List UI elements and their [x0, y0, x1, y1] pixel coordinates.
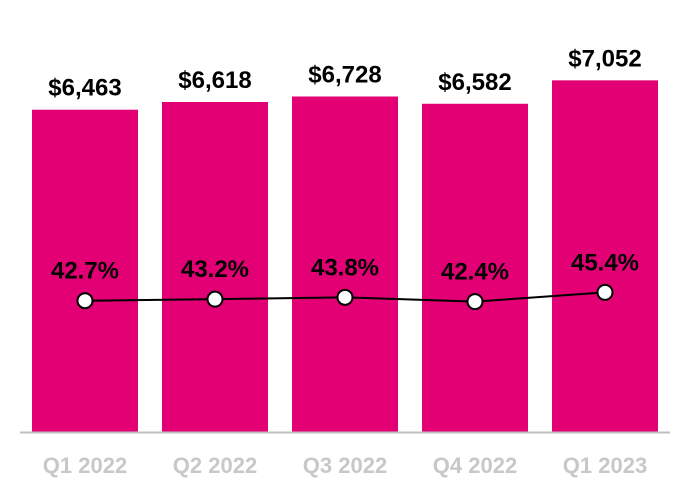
- bar-q3-2022: [292, 96, 398, 432]
- bar-value-label: $6,618: [178, 67, 251, 94]
- margin-point-q1-2022: [76, 292, 94, 310]
- margin-value-label: 42.4%: [441, 259, 509, 286]
- bar-q2-2022: [162, 101, 268, 433]
- bar-value-label: $6,728: [308, 61, 381, 88]
- x-tick-label: Q3 2022: [303, 453, 387, 478]
- margin-point-q2-2022: [206, 290, 224, 308]
- bar-value-label: $6,463: [48, 75, 121, 102]
- margin-value-label: 45.4%: [571, 249, 639, 276]
- bar-q4-2022: [422, 103, 528, 433]
- margin-point-q1-2023: [596, 283, 614, 301]
- margin-value-label: 43.2%: [181, 256, 249, 283]
- margin-point-q3-2022: [336, 288, 354, 306]
- x-tick-label: Q4 2022: [433, 453, 517, 478]
- x-tick-label: Q2 2022: [173, 453, 257, 478]
- margin-value-label: 43.8%: [311, 254, 379, 281]
- margin-point-q4-2022: [466, 293, 484, 311]
- bar-value-label: $6,582: [438, 69, 511, 96]
- margin-value-label: 42.7%: [51, 258, 119, 285]
- x-tick-label: Q1 2022: [43, 453, 127, 478]
- bar-value-label: $7,052: [568, 45, 641, 72]
- bar-q1-2023: [552, 80, 658, 432]
- bar-q1-2022: [32, 109, 138, 432]
- x-tick-label: Q1 2023: [563, 453, 647, 478]
